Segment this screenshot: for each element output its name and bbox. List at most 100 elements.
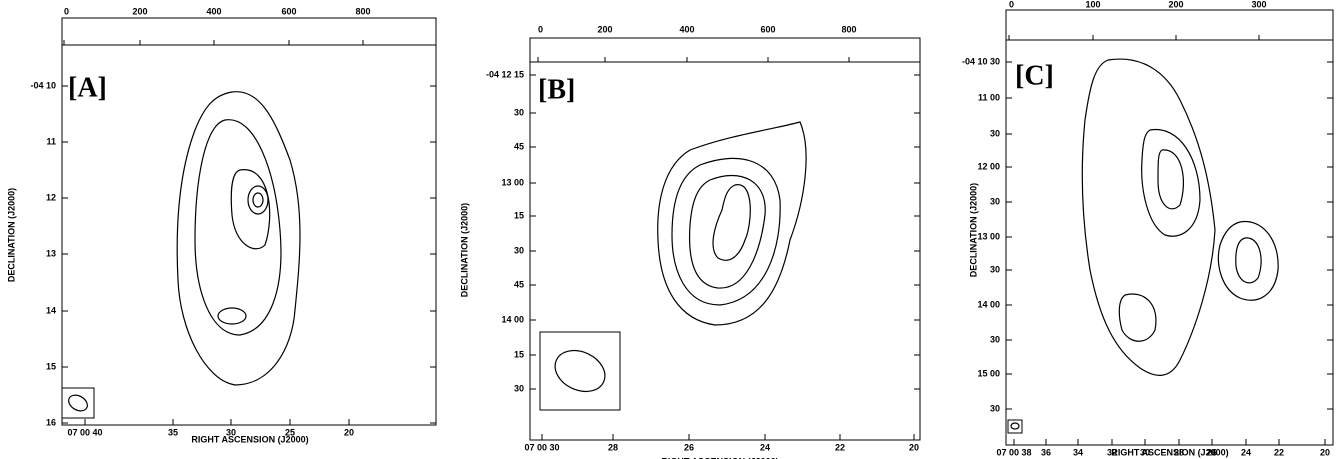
x-tick-label: 25: [285, 427, 295, 437]
y-tick-label: 15: [46, 361, 56, 371]
y-tick-label: 30: [514, 383, 524, 393]
colorbar-tick-label: 200: [597, 24, 612, 34]
beam: [68, 394, 88, 412]
y-tick-label: 14 00: [977, 299, 1000, 309]
y-tick-label: 13 00: [501, 177, 524, 187]
colorbar: [1005, 9, 1334, 41]
colorbar-tick-label: 300: [1251, 0, 1266, 9]
colorbar-tick-label: 800: [841, 24, 856, 34]
source: [1217, 221, 1279, 301]
x-tick-label: 26: [1207, 447, 1217, 457]
source: [657, 121, 807, 326]
source: [176, 91, 301, 386]
y-tick-label: 11: [46, 136, 56, 146]
x-tick-label: 26: [684, 442, 694, 452]
y-tick-label: 16: [46, 417, 56, 427]
colorbar-tick-label: 600: [281, 6, 296, 16]
colorbar-tick-label: 600: [760, 24, 775, 34]
y-tick-label: 15: [514, 210, 524, 220]
y-tick-label: 45: [514, 141, 524, 151]
y-tick-label: 13: [46, 248, 56, 258]
contour: [217, 307, 247, 325]
x-tick-label: 07 00 30: [524, 442, 559, 452]
plot-frame: [529, 61, 921, 441]
y-tick-label: -04 10 30: [962, 56, 1000, 66]
x-axis-label: RIGHT ASCENSION (J2000): [1111, 447, 1228, 457]
x-tick-label: 07 00 38: [996, 447, 1031, 457]
x-tick-label: 30: [1140, 447, 1150, 457]
x-tick-label: 07 00 40: [67, 427, 102, 437]
colorbar-tick-label: 200: [132, 6, 147, 16]
contour: [247, 185, 269, 215]
x-tick-label: 34: [1073, 447, 1083, 457]
colorbar-tick-label: 0: [1009, 0, 1014, 9]
x-tick-label: 22: [1274, 447, 1284, 457]
x-tick-label: 28: [608, 442, 618, 452]
y-tick-label: 14: [46, 305, 56, 315]
beam: [1010, 422, 1020, 430]
x-tick-label: 35: [168, 427, 178, 437]
x-tick-label: 30: [226, 427, 236, 437]
y-tick-label: 30: [990, 264, 1000, 274]
y-tick-label: -04 10: [30, 80, 56, 90]
y-tick-label: -04 12 15: [486, 69, 524, 79]
panel-label: [C]: [1015, 60, 1054, 91]
x-tick-label: 20: [1320, 447, 1330, 457]
colorbar: [61, 17, 437, 46]
panel-a: [61, 17, 437, 426]
y-tick-label: 30: [990, 403, 1000, 413]
colorbar-tick-label: 200: [1168, 0, 1183, 9]
panel-label: [A]: [68, 72, 107, 103]
x-tick-label: 24: [1241, 447, 1251, 457]
y-tick-label: 45: [514, 279, 524, 289]
x-tick-label: 36: [1041, 447, 1051, 457]
beam-box: [1007, 419, 1023, 434]
y-tick-label: 15 00: [977, 368, 1000, 378]
y-tick-label: 14 00: [501, 314, 524, 324]
colorbar-tick-label: 800: [355, 6, 370, 16]
y-tick-label: 30: [514, 107, 524, 117]
contour: [1141, 129, 1201, 237]
contour: [1235, 237, 1262, 284]
contour: [688, 175, 766, 289]
colorbar-tick-label: 400: [206, 6, 221, 16]
y-tick-label: 12 00: [977, 161, 1000, 171]
y-tick-label: 30: [990, 196, 1000, 206]
y-tick-label: 13 00: [977, 231, 1000, 241]
contour: [1118, 293, 1157, 342]
y-axis-label: DECLINATION (J2000): [968, 183, 978, 277]
x-tick-label: 32: [1107, 447, 1117, 457]
x-axis-label: RIGHT ASCENSION (J2000): [661, 456, 778, 459]
x-tick-label: 24: [760, 442, 770, 452]
contour: [252, 192, 264, 208]
plot-frame: [1005, 39, 1334, 446]
y-tick-label: 30: [990, 128, 1000, 138]
plot-frame: [61, 44, 437, 426]
panel-b: [529, 37, 921, 441]
contour: [671, 157, 781, 306]
y-tick-label: 15: [514, 349, 524, 359]
colorbar: [529, 37, 921, 63]
y-tick-label: 30: [514, 245, 524, 255]
beam-box: [61, 387, 95, 419]
colorbar-tick-label: 0: [538, 24, 543, 34]
panel-label: [B]: [538, 74, 575, 105]
x-tick-label: 20: [909, 442, 919, 452]
colorbar-tick-label: 0: [64, 6, 69, 16]
y-axis-label: DECLINATION (J2000): [6, 188, 16, 282]
contour: [1157, 149, 1184, 210]
y-tick-label: 30: [990, 334, 1000, 344]
panel-c: [1005, 9, 1334, 446]
y-tick-label: 12: [46, 192, 56, 202]
source: [1081, 58, 1216, 376]
colorbar-tick-label: 100: [1085, 0, 1100, 9]
y-axis-label: DECLINATION (J2000): [459, 203, 469, 297]
x-tick-label: 22: [835, 442, 845, 452]
contour: [712, 184, 751, 261]
contour: [194, 119, 282, 336]
y-tick-label: 11 00: [978, 92, 1000, 102]
beam-box: [539, 331, 621, 411]
beam: [554, 349, 606, 393]
colorbar-tick-label: 400: [679, 24, 694, 34]
